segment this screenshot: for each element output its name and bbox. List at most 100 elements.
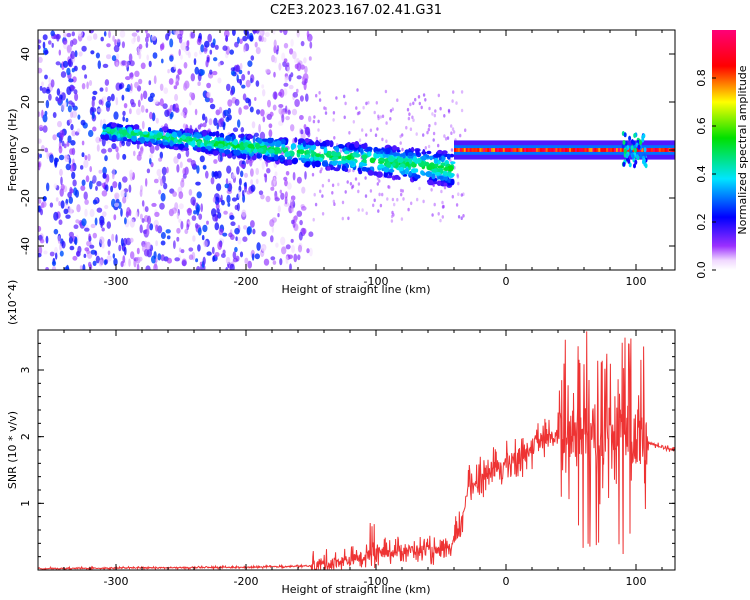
spectrogram-band-blob [200,146,206,151]
spectrogram-noise-blob [339,149,343,153]
spectrogram-noise-blob [74,65,78,72]
spectrogram-noise-blob [348,168,352,173]
spectrogram-noise-blob [71,31,76,37]
spectrogram-noise-blob [409,102,412,107]
spectrogram-noise-blob [162,103,168,109]
spectrogram-noise-blob [240,164,246,169]
spectrogram-noise-blob [136,247,140,255]
spectrogram-noise-blob [343,94,346,99]
spectrogram-noise-blob [263,173,267,178]
spectrogram-band-blob [182,147,189,151]
spectrogram-band-blob [627,158,631,164]
spectrogram-noise-blob [290,238,294,243]
spectrogram-noise-blob [124,217,127,225]
spectrogram-noise-blob [298,231,303,241]
spectrogram-noise-blob [101,96,107,102]
spectrogram-band-blob [121,129,128,136]
spectrogram-noise-blob [270,256,276,261]
spectrogram-noise-blob [178,203,184,210]
spectrogram-band-blob [425,171,433,178]
spectrogram-y-axis-label: Frequency (Hz) [6,109,19,192]
spectrogram-noise-blob [452,90,455,94]
spectrogram-noise-blob [163,182,168,190]
spectrogram-noise-blob [214,252,220,257]
spectrogram-band-blob [267,148,275,154]
spectrogram-noise-blob [151,35,157,41]
spectrogram-noise-blob [65,214,71,219]
spectrogram-noise-blob [149,154,153,159]
spectrogram-noise-blob [239,62,243,70]
spectrogram-noise-blob [291,205,294,213]
spectrogram-noise-blob [39,85,43,91]
spectrogram-band-blob [298,157,304,161]
spectrogram-noise-blob [297,244,303,253]
spectrogram-noise-blob [56,88,61,96]
spectrogram-noise-blob [180,111,185,116]
spectrogram-noise-blob [146,54,149,61]
y-tick-label: -20 [19,189,32,207]
spectrogram-panel: -300 -200 -100 0 100 40 20 0 -20 -40 Height of s… [6,29,676,296]
spectrogram-line-core [516,148,519,152]
spectrogram-noise-blob [284,179,288,187]
spectrogram-noise-blob [116,38,121,43]
spectrogram-band-blob [447,172,452,177]
spectrogram-band-blob [314,160,322,168]
spectrogram-band-blob [240,136,245,141]
spectrogram-noise-blob [68,78,74,83]
spectrogram-band-blob [366,146,373,151]
spectrogram-noise-blob [86,240,92,247]
spectrogram-noise-blob [356,88,359,92]
spectrogram-line-core [535,148,539,152]
spectrogram-noise-blob [294,99,300,107]
spectrogram-band-blob [256,153,261,159]
spectrogram-line-core [582,148,586,152]
spectrogram-noise-blob [283,30,288,36]
spectrogram-noise-blob [450,124,453,128]
spectrogram-noise-blob [44,50,49,55]
spectrogram-noise-blob [206,220,209,225]
spectrogram-noise-blob [83,253,87,258]
spectrogram-band-blob [633,147,637,153]
spectrogram-noise-blob [193,58,197,66]
spectrogram-band-blob [273,147,280,154]
spectrogram-noise-blob [164,109,170,118]
spectrogram-line-core [615,148,619,152]
spectrogram-noise-blob [140,105,145,113]
spectrogram-noise-blob [104,79,110,86]
spectrogram-noise-blob [63,31,67,39]
spectrogram-band-blob [340,160,347,164]
spectrogram-noise-blob [44,74,48,80]
spectrogram-noise-blob [194,51,198,58]
spectrogram-band-blob [116,124,124,128]
spectrogram-noise-blob [46,182,50,192]
spectrogram-noise-blob [255,30,260,34]
spectrogram-noise-blob [292,51,297,60]
spectrogram-noise-blob [68,59,72,65]
spectrogram-line-core [666,148,670,152]
spectrogram-noise-blob [430,188,433,192]
spectrogram-line-core [602,148,605,152]
spectrogram-noise-blob [411,115,414,120]
spectrogram-noise-blob [190,73,195,82]
x-tick-label: 0 [503,275,510,288]
spectrogram-band-blob [434,171,441,176]
spectrogram-noise-blob [113,45,120,53]
spectrogram-noise-blob [199,123,203,128]
spectrogram-noise-blob [129,169,134,179]
spectrogram-noise-blob [181,260,187,267]
spectrogram-noise-blob [161,166,167,176]
spectrogram-noise-blob [456,174,460,179]
spectrogram-noise-blob [440,189,443,194]
spectrogram-noise-blob [247,260,252,269]
spectrogram-noise-blob [269,111,274,117]
spectrogram-noise-blob [234,246,238,253]
spectrogram-line-core [461,148,465,152]
spectrogram-noise-blob [195,181,201,186]
spectrogram-noise-blob [122,255,126,264]
snr-y-axis-label: SNR (10 * v/v) [6,411,19,489]
spectrogram-noise-blob [420,105,423,110]
spectrogram-noise-blob [452,130,456,134]
spectrogram-noise-blob [99,236,105,244]
spectrogram-noise-blob [197,227,202,236]
